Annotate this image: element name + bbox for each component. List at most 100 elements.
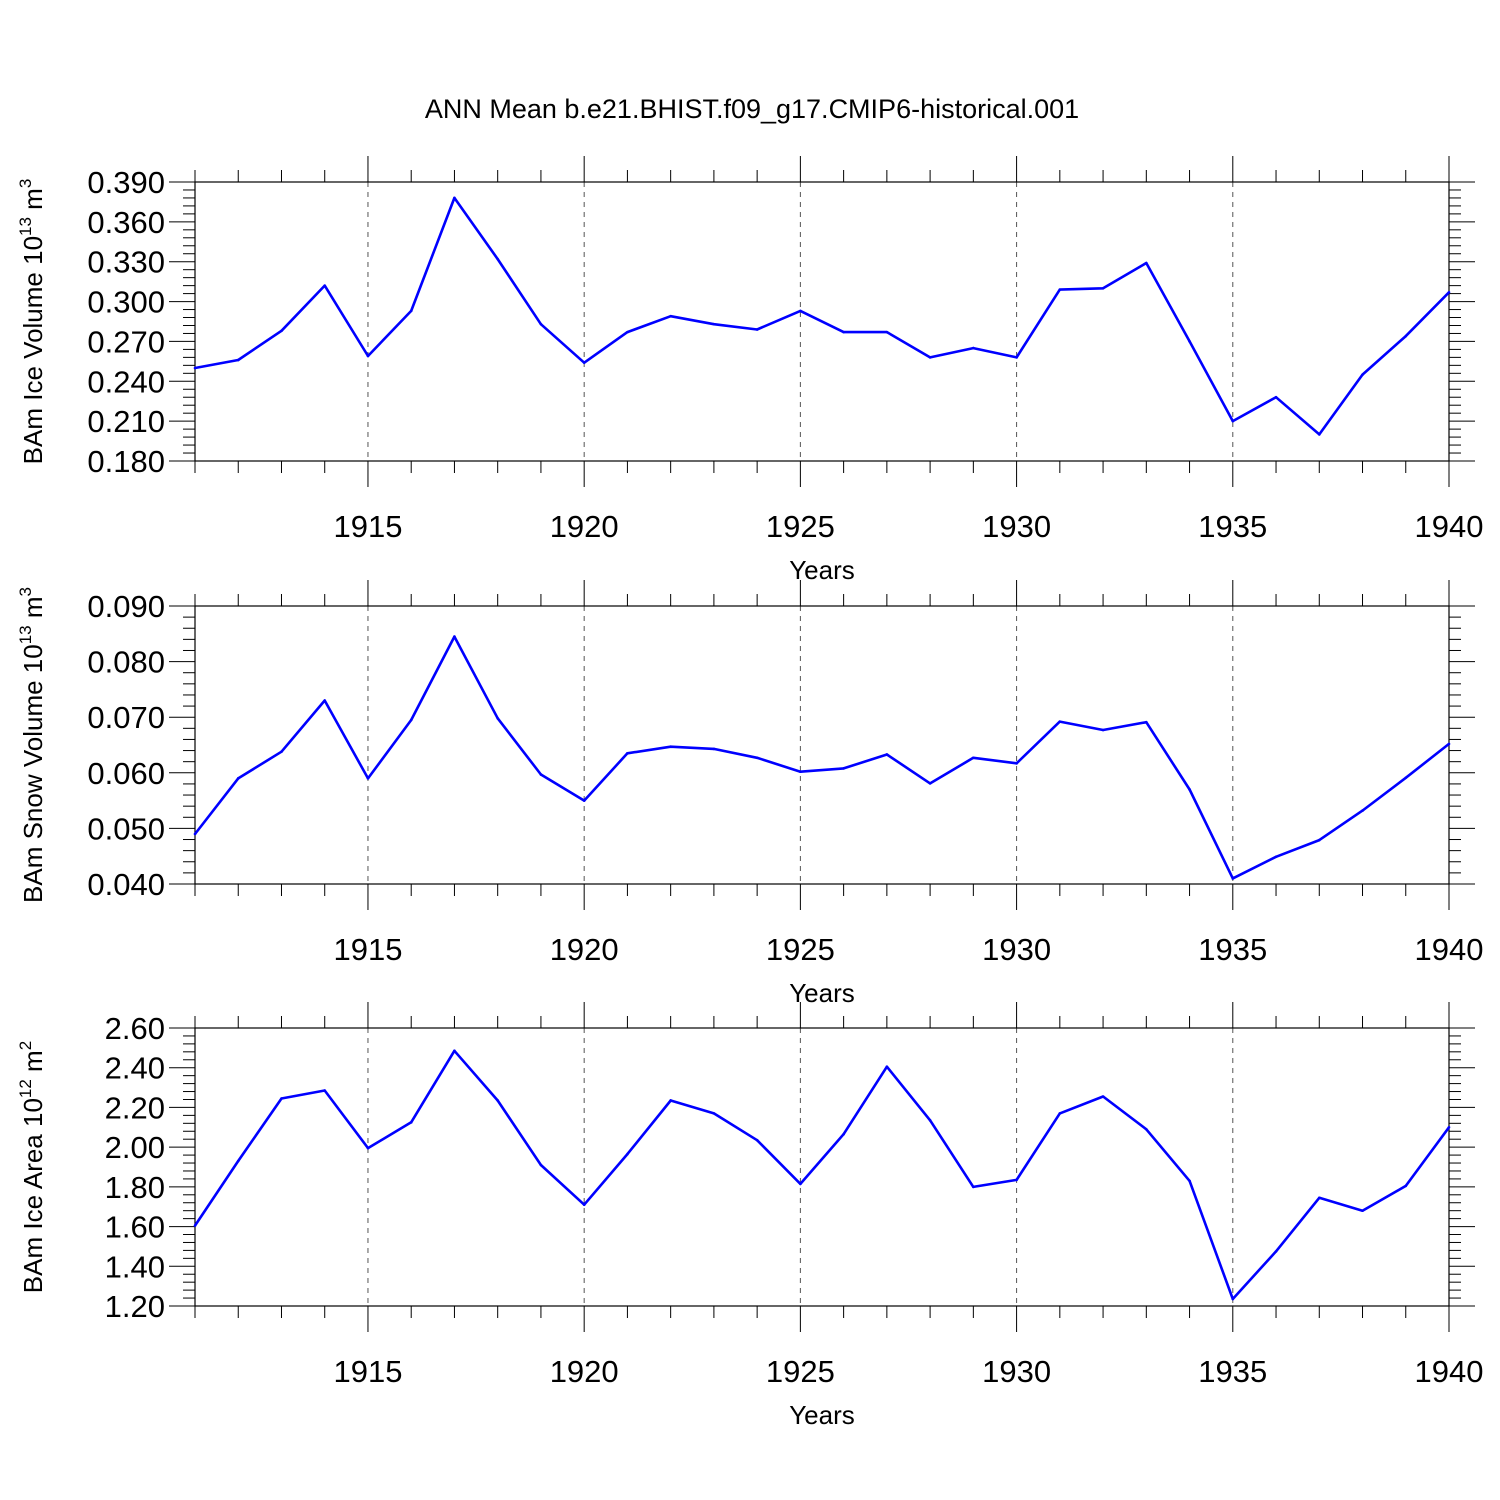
data-point <box>1188 788 1191 791</box>
y-tick-label: 2.40 <box>105 1051 165 1086</box>
x-tick-label: 1940 <box>1415 932 1484 967</box>
panel-1: 0.180 0.210 0.240 0.270 0.300 0.330 0.360 0.390… <box>16 156 1483 585</box>
y-axis-title-text: BAm Ice Volume 10 <box>18 236 48 464</box>
data-point <box>280 1097 283 1100</box>
data-point <box>885 753 889 756</box>
x-tick-label: 1925 <box>766 509 835 544</box>
data-point <box>1188 1179 1191 1183</box>
y-tick-label: 0.050 <box>87 811 165 846</box>
data-point <box>755 1138 759 1142</box>
x-tick-label: 1935 <box>1198 1354 1267 1389</box>
data-point <box>842 1132 845 1136</box>
data-point <box>1317 838 1321 842</box>
data-point <box>1015 1178 1018 1182</box>
series-line <box>194 196 1450 436</box>
data-point <box>1447 290 1451 294</box>
data-point <box>1145 720 1148 724</box>
panel-3: 1.20 1.40 1.60 1.80 2.00 2.20 2.40 2.60 1915 1920… <box>16 1002 1483 1430</box>
data-point <box>669 1099 672 1102</box>
x-tick-label: 1915 <box>333 509 402 544</box>
data-point <box>842 767 845 770</box>
x-tick-label: 1915 <box>333 932 402 967</box>
data-point <box>799 1182 802 1186</box>
data-point <box>712 747 716 751</box>
y-axis-title: BAm Ice Volume 1013 m3 <box>16 179 48 465</box>
y-tick-label: 0.300 <box>87 285 165 320</box>
y-axis-title: BAm Ice Area 1012 m2 <box>16 1041 48 1293</box>
data-point <box>885 1065 889 1069</box>
data-point <box>712 1112 716 1115</box>
data-point <box>496 257 499 261</box>
data-point <box>1188 340 1191 343</box>
data-point <box>972 1185 975 1189</box>
data-point <box>409 718 413 722</box>
y-axis-title-unit: m <box>18 1050 48 1079</box>
x-tick-label: 1940 <box>1415 509 1484 544</box>
data-point <box>928 1119 932 1122</box>
data-point <box>582 1203 586 1207</box>
y-tick-label: 0.080 <box>87 645 165 680</box>
data-point <box>842 330 845 334</box>
data-point <box>1447 742 1451 746</box>
data-point <box>193 1224 197 1227</box>
x-axis-title: Years <box>789 978 855 1008</box>
data-point <box>972 756 975 760</box>
data-point <box>366 1146 370 1150</box>
data-point <box>1058 720 1062 723</box>
data-point <box>1101 1095 1105 1098</box>
y-tick-label: 0.180 <box>87 444 165 479</box>
data-point <box>582 361 586 364</box>
y-tick-label: 0.040 <box>87 867 165 902</box>
y-tick-label: 0.330 <box>87 245 165 280</box>
data-point <box>1231 419 1235 423</box>
y-axis-title-unit-exponent: 3 <box>16 179 35 188</box>
data-point <box>1274 395 1278 399</box>
x-tick-label: 1915 <box>333 1354 402 1389</box>
y-tick-label: 0.270 <box>87 324 165 359</box>
data-point <box>280 329 283 333</box>
data-point <box>323 699 327 702</box>
data-point <box>280 750 283 753</box>
y-tick-label: 0.240 <box>87 364 165 399</box>
data-point <box>539 1163 543 1167</box>
data-point <box>236 1159 240 1163</box>
y-tick-label: 0.060 <box>87 756 165 791</box>
data-point <box>755 756 759 760</box>
data-point <box>366 777 370 780</box>
data-point <box>1361 809 1364 812</box>
y-tick-label: 0.390 <box>87 165 165 200</box>
plot-frame <box>194 605 1450 885</box>
y-tick-label: 2.00 <box>105 1130 165 1165</box>
data-point <box>1101 728 1105 732</box>
y-tick-label: 0.360 <box>87 205 165 240</box>
x-tick-label: 1930 <box>982 509 1051 544</box>
x-tick-label: 1935 <box>1198 932 1267 967</box>
x-tick-label: 1935 <box>1198 509 1267 544</box>
data-point <box>1404 776 1408 780</box>
y-tick-label: 0.210 <box>87 404 165 439</box>
y-axis-title-exponent: 13 <box>16 625 35 644</box>
y-tick-label: 1.60 <box>105 1210 165 1245</box>
data-point <box>1015 356 1018 359</box>
y-axis-title-text: BAm Snow Volume 10 <box>18 644 48 903</box>
data-point <box>1231 1297 1235 1301</box>
y-tick-label: 2.60 <box>105 1011 165 1046</box>
y-axis-title: BAm Snow Volume 1013 m3 <box>16 587 48 903</box>
data-point <box>1015 762 1018 765</box>
data-point <box>799 309 802 313</box>
data-point <box>626 752 629 755</box>
data-point <box>626 1152 629 1156</box>
x-axis-title: Years <box>789 555 855 585</box>
data-point <box>1274 855 1278 859</box>
y-axis-title-unit-exponent: 3 <box>16 587 35 596</box>
data-point <box>1361 1209 1364 1212</box>
panel-2: 0.040 0.050 0.060 0.070 0.080 0.090 1915 1920 19… <box>16 580 1483 1008</box>
x-tick-label: 1930 <box>982 932 1051 967</box>
data-point <box>1317 433 1321 436</box>
y-axis-title-unit-exponent: 2 <box>16 1041 35 1050</box>
x-tick-label: 1920 <box>550 1354 619 1389</box>
y-tick-label: 0.070 <box>87 700 165 735</box>
data-point <box>1058 1112 1062 1115</box>
